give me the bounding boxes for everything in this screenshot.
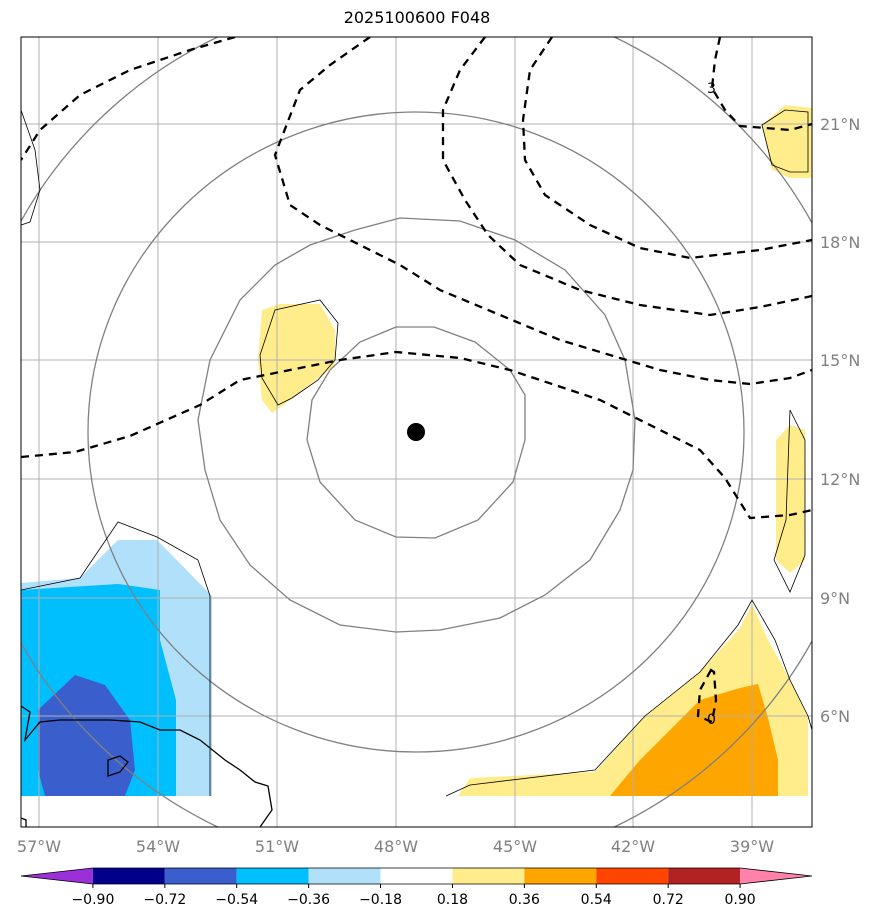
map-frame — [20, 36, 813, 828]
longitude-labels: 57°W 54°W 51°W 48°W 45°W 42°W 39°W — [17, 837, 774, 856]
colorbar-segment — [236, 868, 309, 884]
colorbar-segment — [452, 868, 525, 884]
contour-label: 0 — [707, 712, 716, 728]
colorbar-segment — [92, 868, 165, 884]
lat-label: 21°N — [820, 115, 860, 134]
colorbar-segment — [380, 868, 453, 884]
colorbar-segment — [596, 868, 669, 884]
colorbar-label: 0.90 — [725, 892, 756, 908]
colorbar-label: 0.36 — [509, 892, 540, 908]
lon-label: 45°W — [493, 837, 537, 856]
lon-label: 54°W — [136, 837, 180, 856]
colorbar: −0.90 −0.72 −0.54 −0.36 −0.18 0.18 0.36 0.54 0.7… — [20, 867, 813, 908]
negative-anomaly-fill — [21, 540, 212, 796]
lon-label: 51°W — [255, 837, 299, 856]
colorbar-segment — [308, 868, 381, 884]
colorbar-label: −0.36 — [287, 892, 330, 908]
lat-label: 15°N — [820, 351, 860, 370]
lat-label: 12°N — [820, 470, 860, 489]
colorbar-label: −0.90 — [71, 892, 114, 908]
colorbar-segment — [21, 868, 93, 884]
lat-label: 9°N — [820, 589, 850, 608]
lat-label: 6°N — [820, 707, 850, 726]
latitude-labels: 21°N 18°N 15°N 12°N 9°N 6°N — [820, 115, 860, 726]
colorbar-label: −0.18 — [359, 892, 402, 908]
colorbar-label: 0.54 — [581, 892, 612, 908]
map-title: 2025100600 F048 — [343, 8, 491, 27]
lat-label: 18°N — [820, 233, 860, 252]
colorbar-label: −0.54 — [215, 892, 258, 908]
colorbar-segment — [164, 868, 237, 884]
colorbar-label: 0.18 — [437, 892, 468, 908]
positive-anomaly-fill — [258, 105, 812, 796]
lon-label: 48°W — [374, 837, 418, 856]
colorbar-label: −0.72 — [143, 892, 186, 908]
colorbar-label: 0.72 — [653, 892, 684, 908]
distance-rings — [21, 37, 812, 827]
coastlines — [21, 109, 812, 797]
lon-label: 42°W — [611, 837, 655, 856]
colorbar-segment — [740, 868, 812, 884]
colorbar-segment — [524, 868, 597, 884]
dashed-contours — [21, 37, 812, 724]
lon-label: 39°W — [730, 837, 774, 856]
colorbar-segment — [668, 868, 741, 884]
south-america-coastline — [21, 705, 273, 827]
storm-center-marker — [407, 423, 425, 441]
contour-label: 3 — [707, 81, 716, 97]
lon-label: 57°W — [17, 837, 61, 856]
